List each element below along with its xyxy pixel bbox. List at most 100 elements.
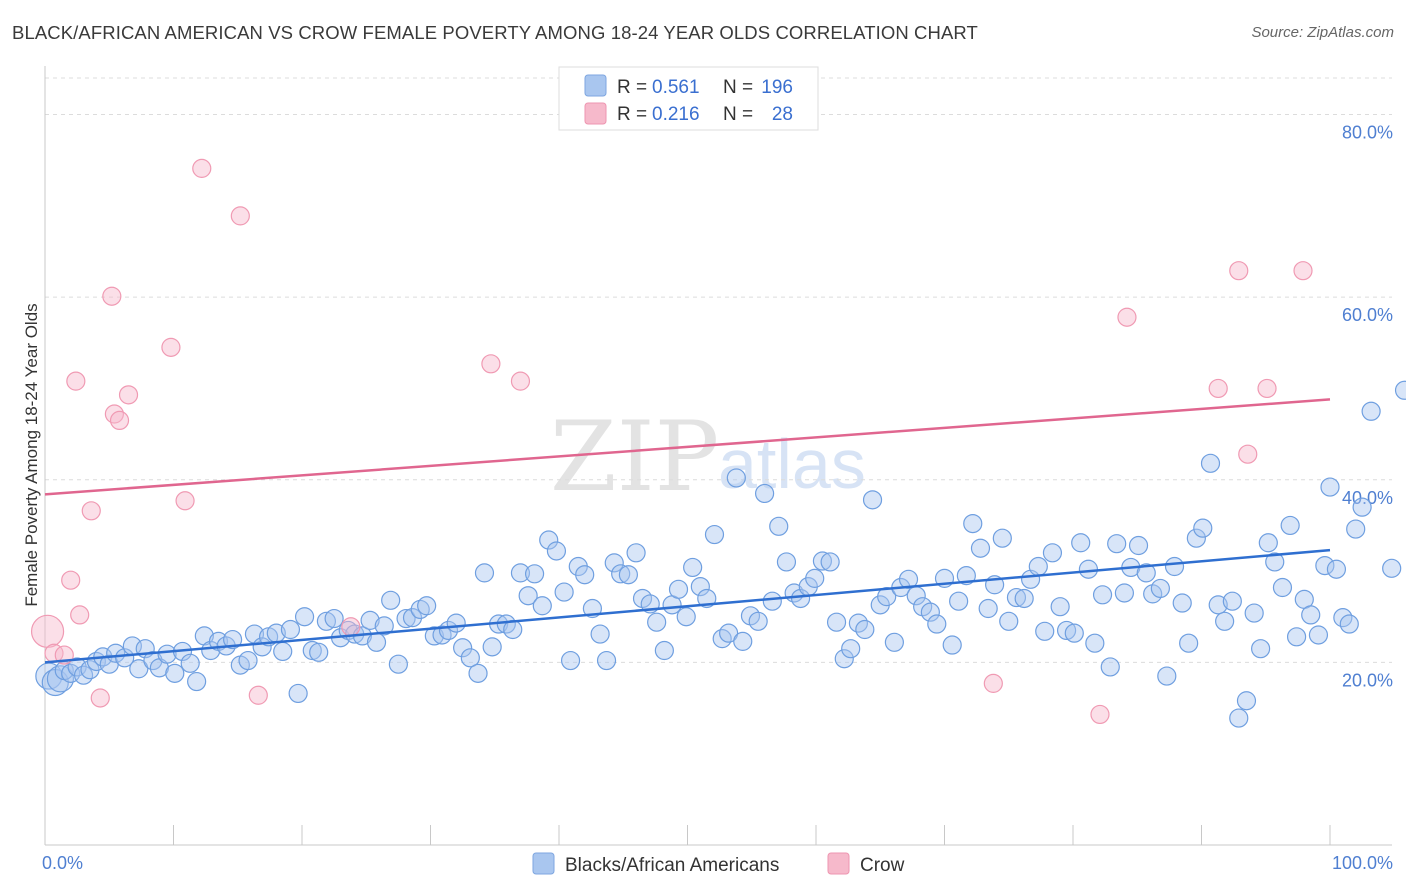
blacks-point	[604, 553, 624, 573]
blacks-point	[115, 648, 135, 668]
blacks-point	[1251, 639, 1271, 659]
blacks-point	[1035, 621, 1055, 641]
bottom-legend-label-crow: Crow	[860, 855, 905, 876]
x-tick-labels: 0.0% 100.0%	[42, 853, 1393, 873]
bottom-legend-label-blacks: Blacks/African Americans	[565, 855, 779, 876]
blacks-point	[1092, 585, 1113, 605]
blacks-point	[180, 653, 200, 673]
crow-point	[161, 337, 181, 357]
crow-point	[192, 158, 212, 178]
crow-point	[341, 617, 361, 637]
crow-point	[66, 371, 86, 391]
blacks-point	[1150, 578, 1170, 599]
chart-title: BLACK/AFRICAN AMERICAN VS CROW FEMALE PO…	[12, 22, 978, 43]
crow-trend-line	[44, 398, 1331, 496]
blacks-point	[1186, 528, 1206, 548]
axes	[44, 66, 1392, 846]
blacks-point	[1265, 552, 1285, 572]
blacks-point	[187, 671, 207, 692]
blacks-point	[474, 563, 495, 583]
blacks-point	[165, 663, 185, 683]
blacks-point	[1382, 558, 1402, 578]
blacks-point	[999, 611, 1019, 631]
blacks-point	[1006, 587, 1027, 608]
watermark-zip: ZIP	[550, 401, 719, 513]
blacks-point	[949, 591, 969, 611]
blacks-point	[963, 513, 983, 534]
y-tick-label: 80.0%	[1342, 123, 1393, 143]
bottom-legend-swatch-blacks	[532, 852, 555, 875]
blacks-point	[482, 637, 502, 657]
blacks-point	[453, 638, 473, 658]
crow-point	[1117, 307, 1137, 327]
crow-point	[1293, 261, 1313, 281]
blacks-point	[524, 564, 545, 584]
blacks-point	[683, 557, 703, 578]
blacks-point	[1208, 595, 1228, 615]
crow-point	[230, 206, 250, 226]
blacks-point	[942, 635, 962, 655]
blacks-point	[129, 659, 149, 679]
blacks-point	[1014, 588, 1034, 609]
blacks-point	[518, 586, 538, 606]
blacks-point	[402, 608, 423, 628]
blacks-point	[841, 639, 861, 659]
crow-point	[118, 385, 139, 405]
crow-point	[481, 354, 501, 374]
blacks-point	[417, 596, 437, 616]
legend-swatch-blacks	[584, 74, 607, 97]
grid-lines	[45, 77, 1392, 663]
blacks-point	[238, 650, 258, 671]
crow-point	[1090, 704, 1110, 725]
blacks-point	[719, 623, 739, 643]
blacks-point	[1128, 535, 1149, 556]
blacks-point	[1339, 614, 1359, 634]
blacks-point	[704, 524, 725, 545]
blacks-point	[381, 590, 401, 610]
blacks-point	[1308, 625, 1329, 645]
blacks-point	[790, 588, 811, 609]
blacks-point	[1352, 497, 1372, 517]
blacks-point	[1056, 620, 1077, 641]
blacks-point	[1172, 593, 1192, 613]
legend-r-label-blacks: R =	[617, 77, 647, 98]
blacks-point	[366, 632, 387, 652]
blacks-point	[978, 598, 998, 619]
blacks-point	[590, 624, 610, 644]
blacks-point	[884, 632, 904, 652]
blacks-point	[1215, 611, 1235, 631]
blacks-point	[1107, 534, 1127, 554]
trend-lines	[44, 398, 1331, 664]
blacks-point	[820, 552, 840, 572]
blacks-point	[927, 614, 947, 634]
crow-point	[109, 410, 130, 431]
blacks-point	[560, 650, 581, 671]
blacks-point	[360, 610, 380, 630]
blacks-point	[920, 602, 940, 622]
crow-point	[70, 605, 90, 625]
blacks-point	[956, 566, 976, 586]
blacks-point	[1064, 623, 1084, 643]
blacks-point	[1272, 577, 1293, 598]
legend-r-value-blacks: 0.561	[652, 77, 700, 98]
blacks-point	[862, 490, 883, 510]
blacks-point	[762, 591, 782, 611]
blacks-point	[223, 629, 243, 650]
bottom-legend-swatch-crow	[827, 852, 850, 875]
x-tick-label-end: 100.0%	[1332, 853, 1393, 873]
crow-point	[30, 614, 65, 648]
blacks-point	[834, 649, 854, 669]
blacks-point	[626, 543, 646, 563]
blacks-point	[647, 612, 667, 632]
blacks-point	[668, 579, 689, 599]
blacks-point	[288, 683, 308, 704]
blacks-point	[726, 468, 746, 488]
blacks-point	[1280, 515, 1300, 536]
blacks-point	[1236, 691, 1257, 711]
blacks-point	[1229, 708, 1249, 728]
blacks-point	[510, 563, 531, 583]
blacks-point	[273, 641, 293, 662]
blacks-point	[539, 530, 559, 550]
blacks-point	[1346, 519, 1366, 539]
